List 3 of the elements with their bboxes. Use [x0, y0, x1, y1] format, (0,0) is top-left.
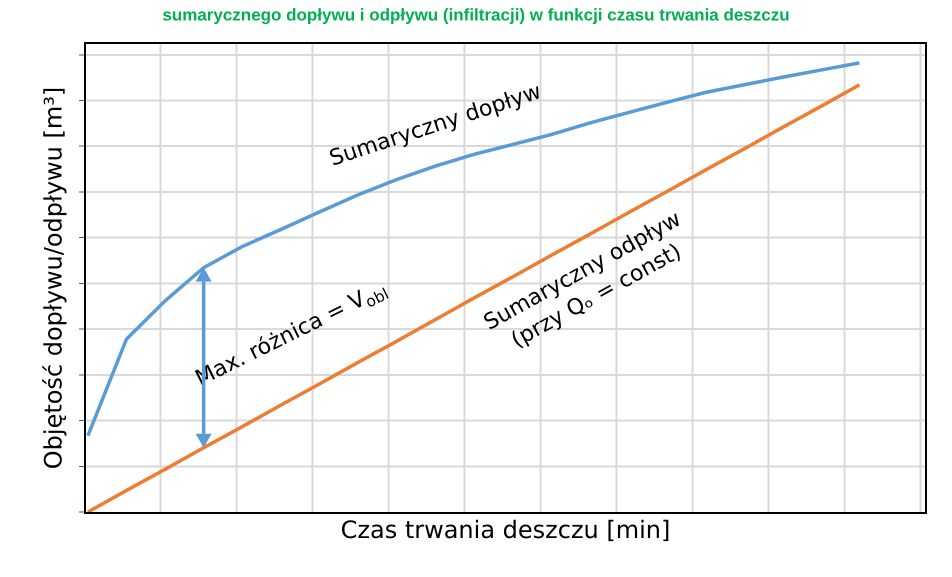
y-axis-title: Objętość dopływu/odpływu [m³]	[40, 86, 68, 470]
x-axis-title: Czas trwania deszczu [min]	[340, 516, 670, 544]
chart-title: sumarycznego dopływu i odpływu (infiltracji) w funkcji czasu trwania deszczu	[162, 6, 790, 25]
